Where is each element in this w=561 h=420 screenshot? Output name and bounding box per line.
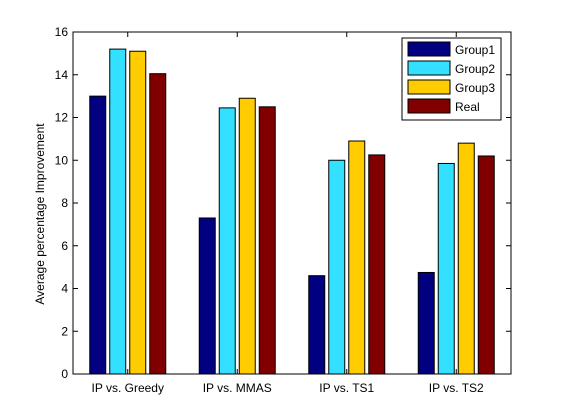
- legend-swatch-group1: [407, 41, 451, 57]
- bar-real-4: [477, 155, 495, 375]
- legend-label-group1: Group1: [455, 43, 495, 57]
- bar-group1-3: [308, 275, 326, 375]
- legend-swatch-real: [407, 98, 451, 114]
- legend: Group1 Group2 Group3 Real: [401, 37, 502, 121]
- legend-swatch-group2: [407, 60, 451, 76]
- bar-group2-1: [109, 48, 127, 375]
- bar-group2-3: [328, 159, 346, 375]
- bar-group1-1: [89, 95, 107, 375]
- x-tick-label: IP vs. MMAS: [203, 381, 272, 395]
- bar-group2-2: [218, 107, 236, 375]
- y-tick-label: 10: [55, 153, 69, 167]
- legend-label-real: Real: [455, 100, 480, 114]
- bar-group3-3: [348, 140, 366, 375]
- bar-group2-4: [437, 162, 455, 375]
- y-axis-label: Average percentage Improvement: [33, 123, 47, 305]
- y-tick-label: 8: [61, 196, 68, 210]
- x-tick-label: IP vs. TS1: [319, 381, 374, 395]
- legend-label-group2: Group2: [455, 62, 495, 76]
- bar-real-1: [149, 73, 167, 375]
- bar-group3-2: [238, 97, 256, 375]
- y-tick-label: 4: [61, 282, 68, 296]
- bar-real-2: [258, 106, 276, 375]
- bar-group1-4: [417, 271, 435, 375]
- bar-group3-4: [457, 142, 475, 375]
- y-tick-label: 0: [61, 367, 68, 381]
- bar-real-3: [368, 154, 386, 375]
- x-tick-label: IP vs. Greedy: [92, 381, 164, 395]
- y-tick-label: 6: [61, 239, 68, 253]
- y-tick-label: 12: [55, 111, 69, 125]
- bar-group1-2: [198, 217, 216, 375]
- legend-swatch-group3: [407, 79, 451, 95]
- x-tick-label: IP vs. TS2: [429, 381, 484, 395]
- y-tick-label: 16: [55, 25, 69, 39]
- bar-group3-1: [129, 50, 147, 375]
- y-tick-label: 14: [55, 68, 69, 82]
- y-tick-label: 2: [61, 324, 68, 338]
- legend-label-group3: Group3: [455, 81, 495, 95]
